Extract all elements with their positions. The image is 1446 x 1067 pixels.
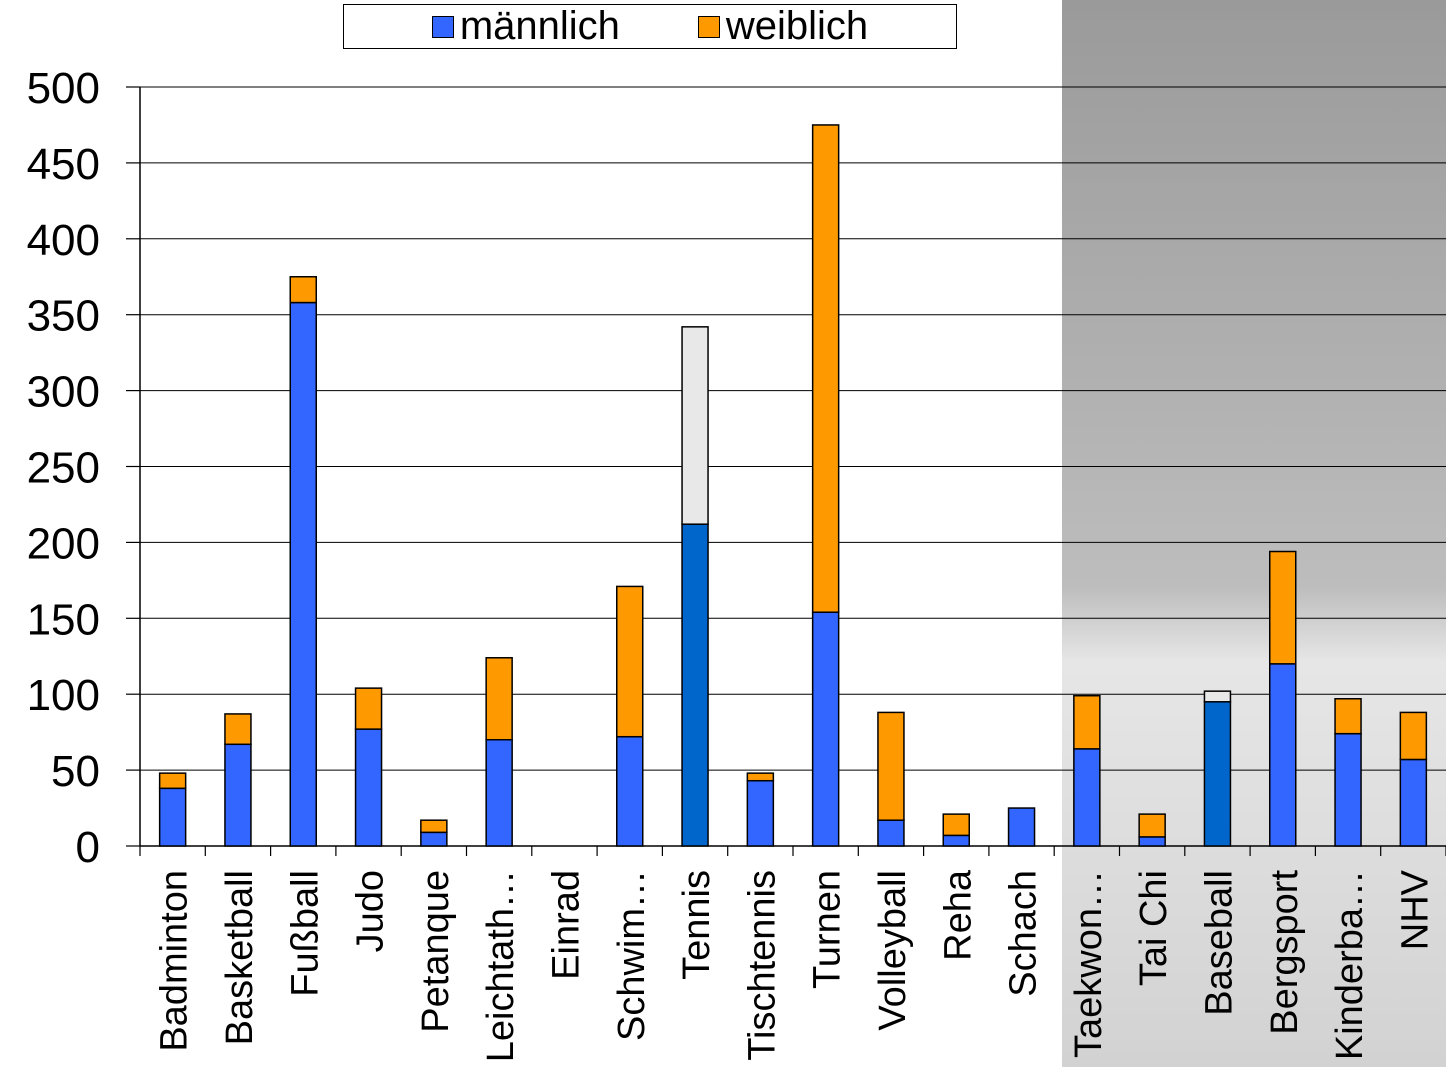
bar-segment-weiblich — [1073, 694, 1101, 750]
x-tick-label: NHV — [1394, 869, 1436, 950]
x-tick-label: Taekwon… — [1068, 870, 1110, 1058]
legend-swatch-maennlich — [431, 15, 454, 38]
bar-segment-weiblich — [811, 124, 840, 613]
x-tick-label: Bergsport — [1264, 870, 1306, 1035]
bar-segment-maennlich — [354, 728, 383, 847]
bar-segment-maennlich — [224, 743, 252, 847]
bar-segment-maennlich — [681, 523, 709, 847]
bar-segment-maennlich — [289, 301, 317, 847]
y-tick-label: 200 — [27, 519, 100, 568]
bar-segment-weiblich — [158, 772, 187, 790]
bars — [158, 124, 1428, 847]
x-tick-label: Judo — [350, 870, 392, 952]
bar-segment-weiblich — [1334, 698, 1362, 735]
bar-segment-weiblich — [354, 687, 383, 730]
legend: männlich weiblich — [343, 4, 957, 49]
bar-segment-maennlich — [485, 738, 513, 847]
x-tick-label: Petanque — [415, 870, 457, 1033]
bar-segment-weiblich — [420, 819, 448, 834]
bar-segment-weiblich — [1399, 711, 1428, 761]
bar-segment-maennlich — [1073, 748, 1101, 847]
x-tick-label: Baseball — [1198, 870, 1240, 1016]
bar-segment-weiblich — [942, 813, 970, 837]
x-tick-label: Fußball — [284, 870, 326, 997]
bar-segment-other — [681, 326, 709, 525]
y-tick-label: 0 — [76, 823, 100, 872]
x-tick-label: Reha — [937, 869, 979, 961]
bar-segment-maennlich — [420, 831, 448, 847]
bar-segment-weiblich — [289, 276, 317, 304]
bar-segment-weiblich — [746, 772, 775, 782]
y-tick-label: 100 — [27, 671, 100, 720]
x-tick-labels: Badminton Basketball Fußball Judo Petanque Le… — [154, 869, 1437, 1062]
bar-segment-other — [1203, 690, 1232, 703]
bar-segment-weiblich — [1269, 550, 1297, 665]
y-tick-label: 450 — [27, 140, 100, 189]
x-tick-label: Leichtath… — [480, 870, 522, 1062]
bar-segment-maennlich — [616, 735, 644, 847]
bar-segment-weiblich — [485, 657, 513, 741]
x-tick-label: Einrad — [545, 870, 587, 980]
x-tick-label: Volleyball — [872, 870, 914, 1031]
y-tick-label: 500 — [27, 64, 100, 113]
bar-segment-maennlich — [1007, 807, 1036, 847]
bar-segment-weiblich — [224, 713, 252, 746]
bar-segment-maennlich — [877, 819, 905, 847]
bar-segment-maennlich — [746, 779, 775, 847]
bar-segment-maennlich — [1334, 732, 1362, 847]
background-photo — [1062, 0, 1446, 1067]
bar-segment-weiblich — [616, 585, 644, 738]
x-tick-label: Schach — [1003, 870, 1045, 997]
bar-segment-maennlich — [811, 611, 840, 847]
bar-segment-maennlich — [1203, 701, 1232, 847]
legend-item-maennlich: männlich — [431, 4, 620, 49]
legend-label-weiblich: weiblich — [725, 4, 869, 48]
x-tick-label: Schwim… — [611, 870, 653, 1041]
y-tick-label: 50 — [51, 747, 100, 796]
bar-segment-maennlich — [1269, 663, 1297, 847]
x-tick-label: Kinderba… — [1329, 870, 1371, 1060]
y-tick-label: 150 — [27, 595, 100, 644]
legend-label-maennlich: männlich — [459, 4, 620, 48]
bar-segment-weiblich — [877, 711, 905, 821]
x-tick-label: Badminton — [154, 870, 196, 1052]
x-tick-label: Tai Chi — [1133, 870, 1175, 986]
x-tick-label: Tischtennis — [741, 870, 783, 1061]
y-tick-label: 300 — [27, 368, 100, 417]
y-tick-label: 400 — [27, 216, 100, 265]
y-tick-label: 250 — [27, 444, 100, 493]
bar-segment-maennlich — [1138, 836, 1166, 847]
x-tick-label: Turnen — [807, 870, 849, 989]
bar-segment-maennlich — [1399, 758, 1428, 847]
bar-segment-weiblich — [1138, 813, 1166, 838]
x-tick-label: Tennis — [676, 870, 718, 980]
x-tick-label: Basketball — [219, 870, 261, 1045]
bar-segment-maennlich — [942, 834, 970, 847]
y-tick-labels: 0 50 100 150 200 250 300 350 400 450 500 — [27, 64, 100, 872]
bar-segment-maennlich — [158, 787, 187, 847]
legend-item-weiblich: weiblich — [697, 4, 869, 49]
legend-swatch-weiblich — [697, 15, 720, 38]
y-tick-label: 350 — [27, 292, 100, 341]
